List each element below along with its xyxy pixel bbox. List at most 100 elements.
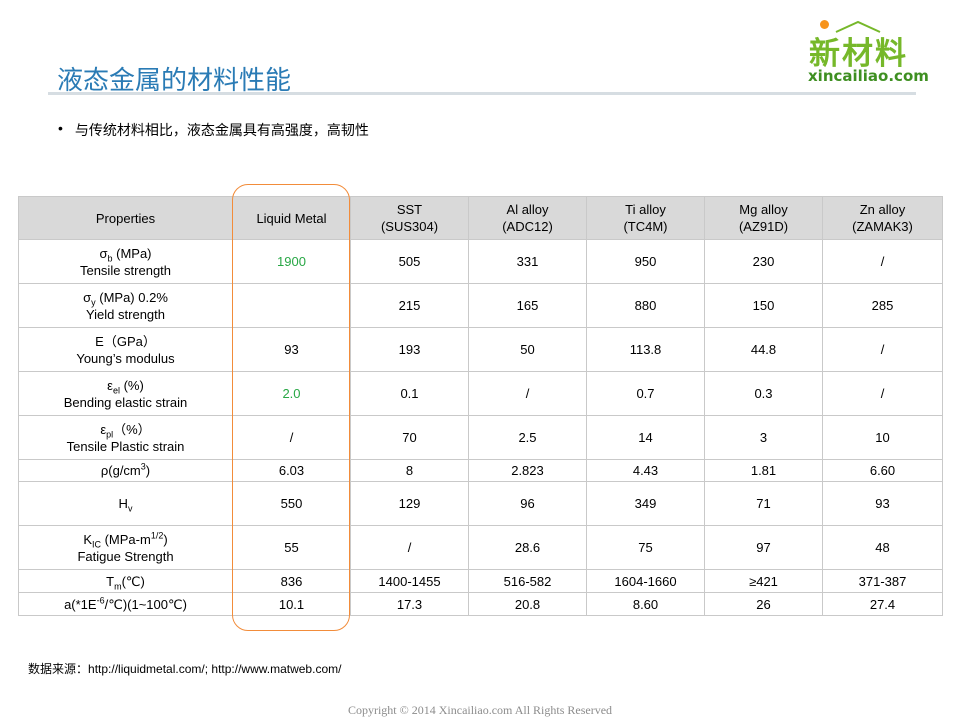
value-cell: 1400-1455	[350, 569, 469, 593]
liquid-metal-value: 836	[232, 569, 351, 593]
value-cell: 44.8	[704, 327, 823, 372]
value-cell: 75	[586, 525, 705, 570]
table-row: εpl（%） Tensile Plastic strain / 70 2.5 14…	[18, 415, 943, 460]
value-cell: 349	[586, 481, 705, 526]
brand-logo: 新材料 xincailiao.com	[806, 18, 929, 88]
value-cell: 28.6	[468, 525, 587, 570]
liquid-metal-highlight-outline	[232, 184, 350, 631]
value-cell: 71	[704, 481, 823, 526]
value-cell: 10	[822, 415, 943, 460]
value-cell: 113.8	[586, 327, 705, 372]
value-cell: 950	[586, 239, 705, 284]
value-cell: 0.3	[704, 371, 823, 416]
source-label: 数据来源：	[28, 662, 89, 676]
bullet-marker: •	[58, 120, 63, 136]
value-cell: 48	[822, 525, 943, 570]
title-divider	[48, 92, 916, 95]
value-cell: 93	[822, 481, 943, 526]
value-cell: 2.823	[468, 459, 587, 482]
header-sst: SST (SUS304)	[350, 196, 469, 240]
value-cell: 17.3	[350, 592, 469, 616]
table-row: σb (MPa) Tensile strength 1900 505 331 95…	[18, 239, 943, 284]
header-properties: Properties	[18, 196, 233, 240]
value-cell: 26	[704, 592, 823, 616]
header-mg-alloy: Mg alloy (AZ91D)	[704, 196, 823, 240]
logo-brand-url: xincailiao.com	[808, 67, 929, 85]
value-cell: 516-582	[468, 569, 587, 593]
value-cell: 0.7	[586, 371, 705, 416]
liquid-metal-value: 1900	[232, 239, 351, 284]
property-cell: ρ(g/cm3)	[18, 459, 233, 482]
copyright-footer: Copyright © 2014 Xincailiao.com All Righ…	[347, 703, 613, 717]
table-header-row: Properties Liquid Metal SST (SUS304) Al a…	[18, 196, 943, 240]
value-cell: 6.60	[822, 459, 943, 482]
property-cell: Tm(℃)	[18, 569, 233, 593]
table-row: Tm(℃) 836 1400-1455 516-582 1604-1660 ≥4…	[18, 569, 943, 593]
value-cell: 70	[350, 415, 469, 460]
value-cell: 1604-1660	[586, 569, 705, 593]
value-cell: /	[822, 327, 943, 372]
value-cell: 8.60	[586, 592, 705, 616]
slide-title: 液态金属的材料性能	[57, 65, 292, 95]
bullet-point: • 与传统材料相比，液态金属具有高强度，高韧性	[58, 120, 369, 140]
liquid-metal-value: 93	[232, 327, 351, 372]
liquid-metal-value: 6.03	[232, 459, 351, 482]
value-cell: 4.43	[586, 459, 705, 482]
value-cell: 129	[350, 481, 469, 526]
property-cell: εel (%) Bending elastic strain	[18, 371, 233, 416]
source-links: http://liquidmetal.com/; http://www.matw…	[88, 662, 342, 676]
value-cell: 150	[704, 283, 823, 328]
logo-brand-text: 新材料	[809, 36, 908, 72]
value-cell: 14	[586, 415, 705, 460]
property-cell: σb (MPa) Tensile strength	[18, 239, 233, 284]
bullet-text: 与传统材料相比，液态金属具有高强度，高韧性	[74, 122, 369, 138]
value-cell: 0.1	[350, 371, 469, 416]
table-row: Hv 550 129 96 349 71 93	[18, 481, 943, 526]
property-cell: εpl（%） Tensile Plastic strain	[18, 415, 233, 460]
property-cell: E（GPa） Young’s modulus	[18, 327, 233, 372]
value-cell: /	[822, 371, 943, 416]
value-cell: 96	[468, 481, 587, 526]
table-row: a(*1E-6/℃)(1~100℃) 10.1 17.3 20.8 8.60 2…	[18, 592, 943, 616]
value-cell: 27.4	[822, 592, 943, 616]
value-cell: 215	[350, 283, 469, 328]
value-cell: 371-387	[822, 569, 943, 593]
value-cell: 2.5	[468, 415, 587, 460]
value-cell: /	[822, 239, 943, 284]
property-cell: a(*1E-6/℃)(1~100℃)	[18, 592, 233, 616]
value-cell: 880	[586, 283, 705, 328]
value-cell: /	[350, 525, 469, 570]
header-zn-alloy: Zn alloy (ZAMAK3)	[822, 196, 943, 240]
header-al-alloy: Al alloy (ADC12)	[468, 196, 587, 240]
liquid-metal-value: 550	[232, 481, 351, 526]
value-cell: ≥421	[704, 569, 823, 593]
data-source-note: 数据来源：http://liquidmetal.com/; http://www…	[28, 660, 341, 677]
table-row: ρ(g/cm3) 6.03 8 2.823 4.43 1.81 6.60	[18, 459, 943, 482]
value-cell: 8	[350, 459, 469, 482]
property-cell: σy (MPa) 0.2% Yield strength	[18, 283, 233, 328]
header-ti-alloy: Ti alloy (TC4M)	[586, 196, 705, 240]
value-cell: 20.8	[468, 592, 587, 616]
logo-dot-icon	[820, 20, 829, 29]
value-cell: 1.81	[704, 459, 823, 482]
property-cell: KIC (MPa-m1/2) Fatigue Strength	[18, 525, 233, 570]
value-cell: 505	[350, 239, 469, 284]
liquid-metal-value: 55	[232, 525, 351, 570]
property-cell: Hv	[18, 481, 233, 526]
liquid-metal-value: 10.1	[232, 592, 351, 616]
value-cell: 331	[468, 239, 587, 284]
house-roof-icon	[835, 20, 881, 33]
value-cell: 97	[704, 525, 823, 570]
properties-table: Properties Liquid Metal SST (SUS304) Al a…	[18, 196, 943, 616]
value-cell: 230	[704, 239, 823, 284]
value-cell: 50	[468, 327, 587, 372]
value-cell: 285	[822, 283, 943, 328]
table-row: σy (MPa) 0.2% Yield strength 215 165 880 …	[18, 283, 943, 328]
value-cell: 165	[468, 283, 587, 328]
value-cell: 3	[704, 415, 823, 460]
table-row: E（GPa） Young’s modulus 93 193 50 113.8 44…	[18, 327, 943, 372]
value-cell: /	[468, 371, 587, 416]
value-cell: 193	[350, 327, 469, 372]
table-row: εel (%) Bending elastic strain 2.0 0.1 / …	[18, 371, 943, 416]
table-row: KIC (MPa-m1/2) Fatigue Strength 55 / 28.6…	[18, 525, 943, 570]
